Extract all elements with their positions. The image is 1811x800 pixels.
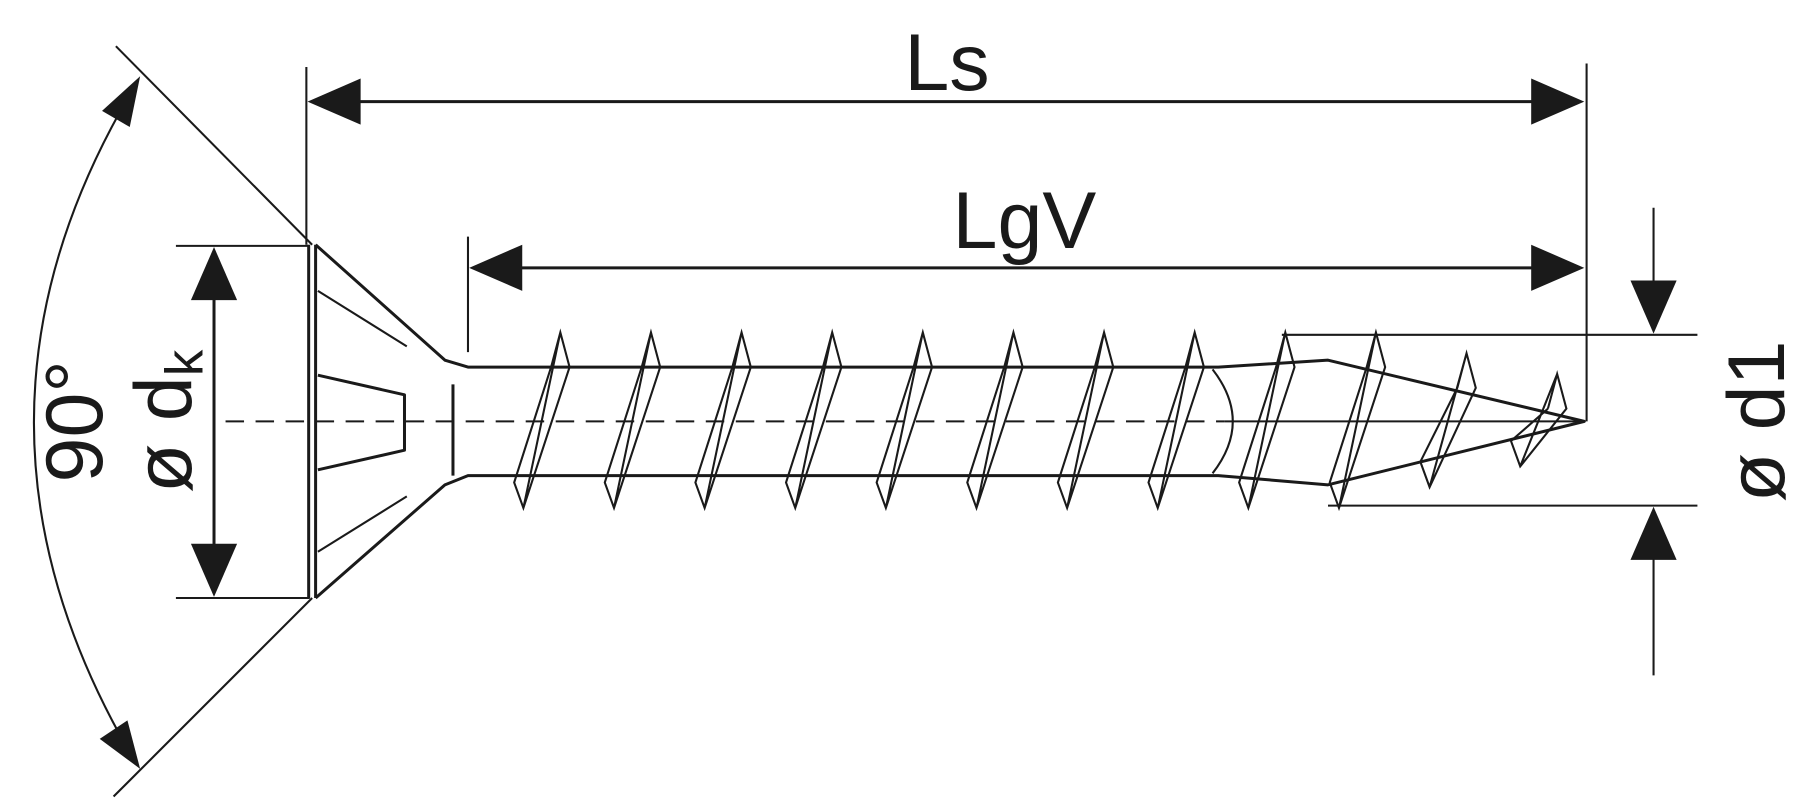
arrow-left: [469, 244, 523, 291]
arrow-down: [1630, 280, 1677, 334]
lgv-dimension: LgV: [466, 176, 1585, 353]
arrow-left: [307, 78, 361, 125]
arrow-bottom: [99, 720, 141, 769]
arrow-up: [1630, 506, 1677, 560]
thread-diameter-label: ø d1: [1712, 341, 1802, 503]
thread-turn: [1238, 328, 1296, 512]
thread-turn: [1056, 328, 1115, 512]
thread-turn: [694, 328, 752, 512]
arrow-top: [102, 76, 141, 127]
thread-turn: [875, 328, 934, 512]
arrow-right: [1531, 244, 1585, 291]
arrow-up: [190, 247, 238, 301]
thread-turn: [784, 328, 843, 512]
arrow-right: [1531, 78, 1585, 125]
angle-label: 90°: [30, 360, 120, 482]
angle-dimension: 90°: [30, 45, 313, 798]
head-diameter-label: ø dk: [119, 349, 215, 493]
head-diameter-dimension: ø dk: [119, 244, 310, 600]
thread-turn: [1509, 369, 1568, 469]
lgv-label: LgV: [953, 176, 1097, 266]
arrow-down: [190, 543, 238, 597]
ls-dimension: Ls: [305, 18, 1588, 422]
thread-diameter-dimension: ø d1: [1281, 207, 1802, 676]
thread-turn: [603, 328, 662, 512]
threads: [513, 328, 1568, 512]
thread-turn: [1147, 328, 1205, 512]
thread-turn: [1328, 328, 1387, 512]
screw: [225, 243, 1586, 600]
thread-turn: [513, 328, 571, 512]
ls-label: Ls: [904, 18, 989, 108]
thread-turn: [966, 328, 1024, 512]
thread-turn: [1419, 349, 1477, 490]
